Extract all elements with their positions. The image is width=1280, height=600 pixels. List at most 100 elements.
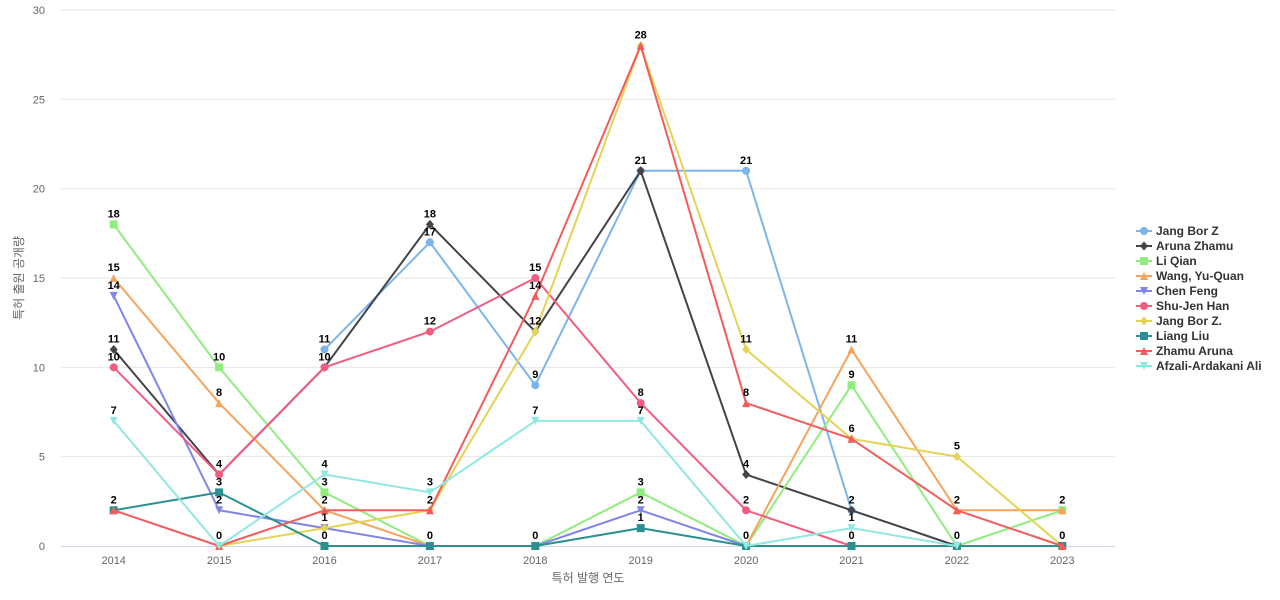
data-point[interactable] [1058,506,1067,515]
data-point[interactable] [320,345,329,354]
data-point[interactable] [636,416,645,425]
series-line[interactable] [323,169,853,511]
legend-label: Aruna Zhamu [1156,239,1233,253]
data-point[interactable] [636,399,645,408]
legend-item[interactable]: Shu-Jen Han [1136,299,1229,313]
data-point[interactable] [320,523,329,533]
data-point[interactable] [425,542,434,550]
data-point[interactable] [109,220,118,229]
data-label: 7 [111,405,117,417]
data-label: 11 [108,333,120,345]
data-point[interactable] [320,506,329,515]
data-point[interactable] [109,506,118,515]
data-point[interactable] [742,344,751,354]
data-point[interactable] [425,219,434,229]
legend-marker[interactable] [1140,316,1148,326]
data-point[interactable] [952,542,961,550]
data-point[interactable] [847,434,856,443]
series-line[interactable] [113,491,1063,547]
series-2 [109,220,1067,550]
data-label: 3 [638,476,644,488]
legend-item[interactable]: Jang Bor Z [1136,224,1219,238]
data-point[interactable] [847,524,856,533]
data-point[interactable] [636,488,645,497]
data-point[interactable] [109,344,118,354]
data-label: 18 [108,208,120,220]
data-point[interactable] [215,399,224,408]
legend-item[interactable]: Afzali-Ardakani Ali [1136,359,1262,373]
data-point[interactable] [531,291,540,300]
series-line[interactable] [218,44,1063,547]
legend-marker[interactable] [1140,287,1148,295]
legend-label: Shu-Jen Han [1156,299,1229,313]
legend-item[interactable]: Zhamu Aruna [1136,344,1233,358]
data-point[interactable] [320,470,329,479]
data-point[interactable] [215,470,224,479]
data-point[interactable] [847,345,856,354]
legend-marker[interactable] [1140,332,1148,340]
data-point[interactable] [636,166,645,176]
data-point[interactable] [847,505,856,515]
data-point[interactable] [320,363,329,372]
legend-item[interactable]: Li Qian [1136,254,1197,268]
data-point[interactable] [742,542,751,550]
legend-marker[interactable] [1140,272,1148,280]
data-point[interactable] [636,524,645,533]
series-line[interactable] [112,169,958,547]
data-point[interactable] [215,363,224,372]
series-line[interactable] [112,277,852,547]
legend-marker[interactable] [1140,347,1148,355]
data-point[interactable] [531,381,540,390]
series-line[interactable] [113,44,1063,547]
data-point[interactable] [109,416,118,425]
data-point[interactable] [847,381,856,390]
data-point[interactable] [742,399,751,408]
data-point[interactable] [425,238,434,247]
data-point[interactable] [952,506,961,515]
data-point[interactable] [425,506,434,515]
data-point[interactable] [742,506,751,515]
data-point[interactable] [215,506,224,515]
legend-item[interactable]: Aruna Zhamu [1136,239,1233,253]
legend-marker[interactable] [1140,362,1148,370]
y-tick-label: 10 [33,362,45,374]
legend-marker[interactable] [1140,227,1148,235]
data-point[interactable] [847,542,856,550]
data-point[interactable] [109,274,118,282]
data-point[interactable] [531,274,540,282]
legend-marker[interactable] [1140,257,1148,265]
data-point[interactable] [531,542,540,550]
data-point[interactable] [215,542,224,550]
legend-marker[interactable] [1140,302,1148,310]
legend-item[interactable]: Chen Feng [1136,284,1218,298]
data-point[interactable] [215,488,224,497]
data-point[interactable] [320,542,329,550]
legend-item[interactable]: Wang, Yu-Quan [1136,269,1244,283]
x-tick-label: 2019 [628,555,652,567]
data-point[interactable] [636,41,645,50]
data-point[interactable] [742,166,751,175]
data-point[interactable] [425,488,434,497]
data-point[interactable] [425,327,434,336]
legend-item[interactable]: Jang Bor Z. [1136,314,1222,328]
data-point[interactable] [1058,542,1067,550]
y-tick-label: 25 [33,94,45,106]
data-point[interactable] [742,470,751,480]
data-label: 2 [743,494,749,506]
series-line[interactable] [112,223,1063,547]
data-point[interactable] [109,291,118,300]
data-label: 8 [743,387,749,399]
legend-item[interactable]: Liang Liu [1136,329,1209,343]
data-point[interactable] [952,452,961,462]
data-point[interactable] [636,506,645,515]
data-point[interactable] [531,416,540,425]
x-tick-label: 2017 [418,555,442,567]
data-point[interactable] [320,488,329,497]
legend-marker[interactable] [1140,241,1148,251]
data-point[interactable] [531,327,540,337]
data-label: 0 [321,530,327,542]
data-label: 1 [321,512,327,524]
series-line[interactable] [112,277,1063,547]
data-point[interactable] [109,363,118,372]
